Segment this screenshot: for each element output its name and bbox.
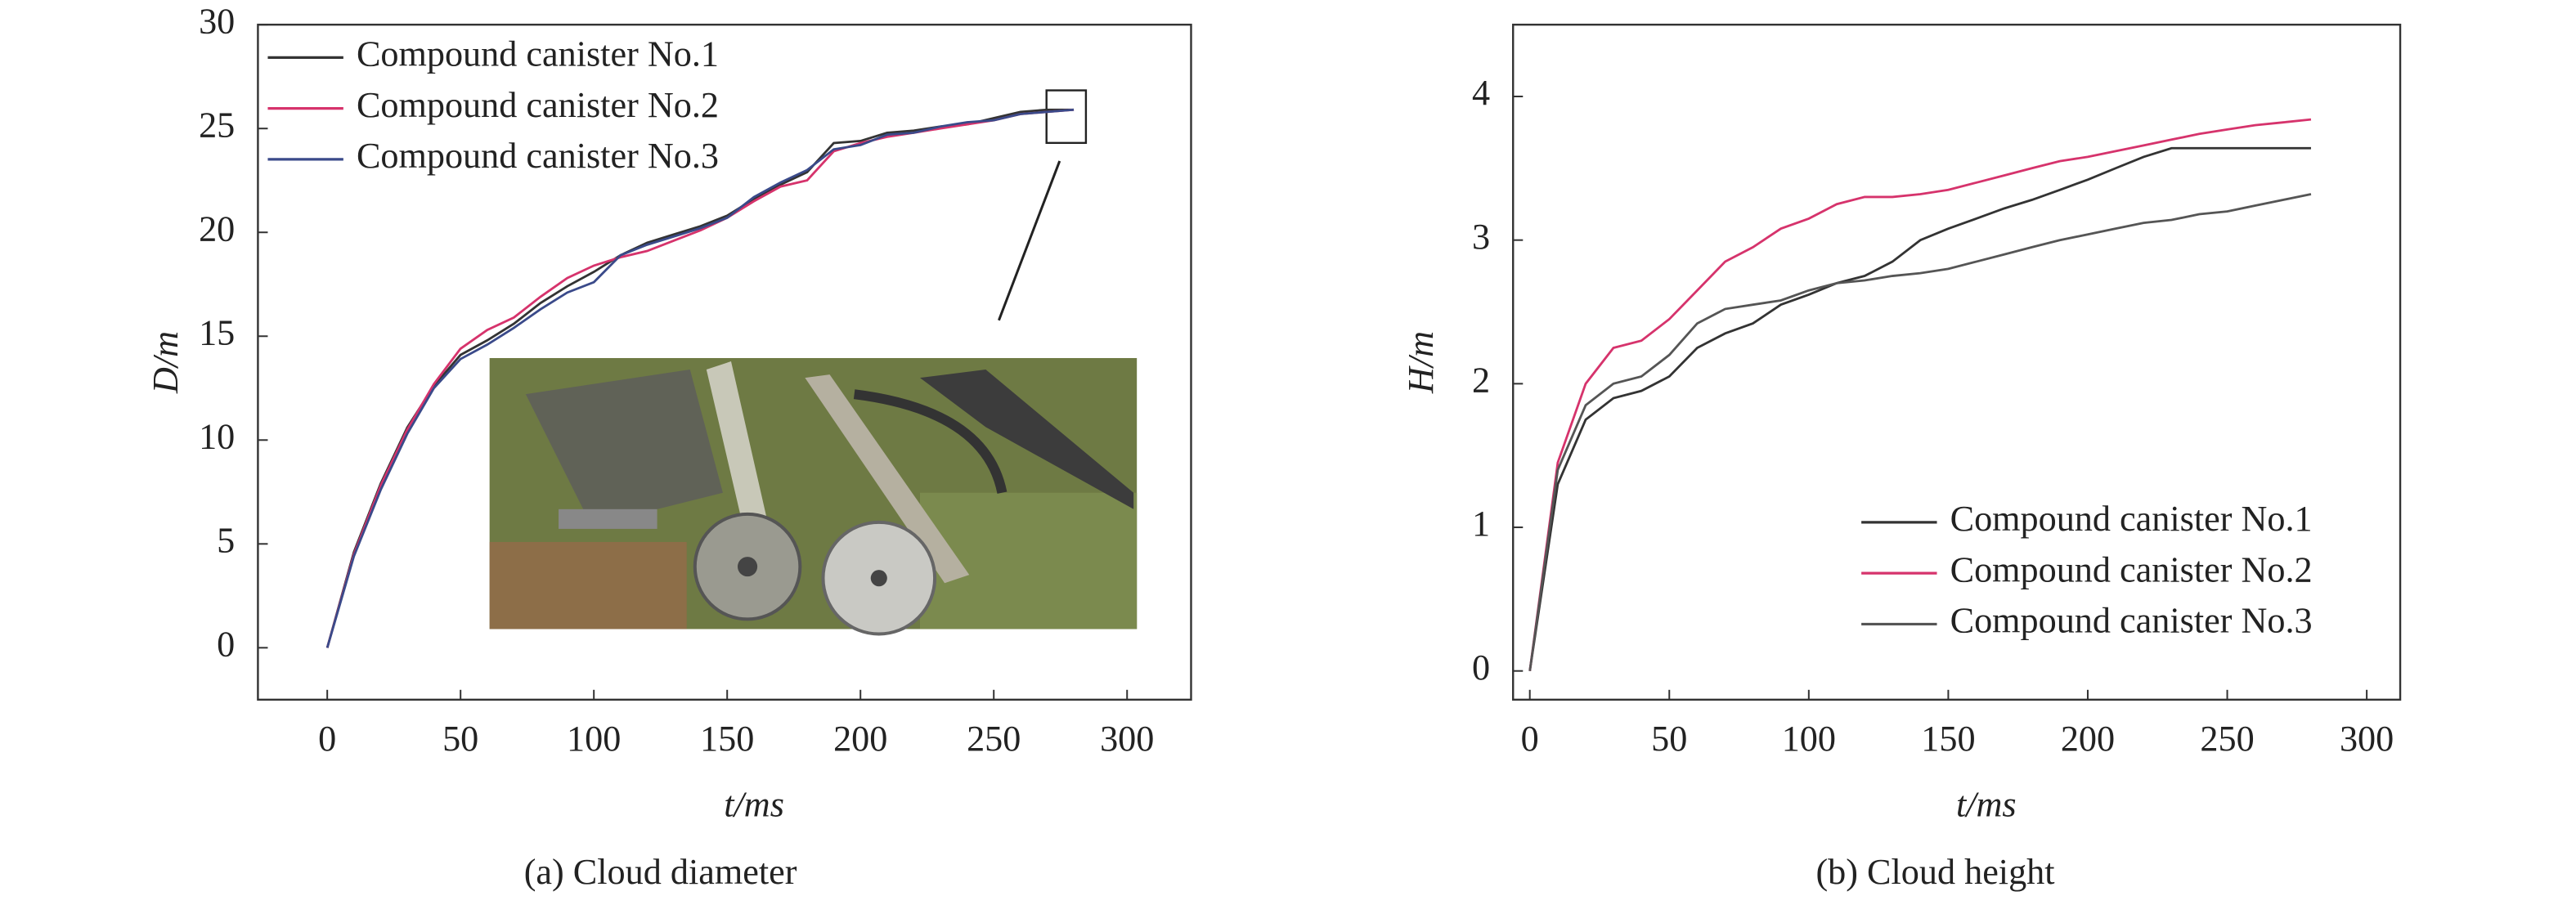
x-axis-label: t/ms xyxy=(1956,785,2017,825)
caption: (a) Cloud diameter xyxy=(524,852,797,892)
y-tick-label: 2 xyxy=(1472,361,1490,401)
caption: (b) Cloud height xyxy=(1815,852,2055,892)
x-tick-label: 250 xyxy=(2200,719,2254,759)
y-tick-label: 0 xyxy=(217,624,235,664)
x-tick-label: 0 xyxy=(1521,719,1539,759)
plot-frame xyxy=(257,23,1192,701)
x-tick-label: 100 xyxy=(567,719,621,759)
y-axis-label: D/m xyxy=(146,331,186,394)
y-tick-label: 15 xyxy=(199,312,235,352)
series-line xyxy=(325,108,1075,648)
x-tick-label: 300 xyxy=(1100,719,1154,759)
y-tick-label: 4 xyxy=(1472,73,1490,113)
series-line xyxy=(1528,146,2311,671)
x-tick-label: 200 xyxy=(2061,719,2115,759)
y-tick-label: 10 xyxy=(199,416,235,456)
series-line xyxy=(1528,118,2312,671)
inset-photo xyxy=(489,357,1138,636)
y-tick-label: 25 xyxy=(199,105,235,145)
y-tick-label: 1 xyxy=(1472,504,1490,544)
legend-label: Compound canister No.2 xyxy=(357,85,719,125)
x-axis-label: t/ms xyxy=(724,785,784,825)
x-tick-label: 300 xyxy=(2340,719,2394,759)
y-tick-label: 20 xyxy=(199,208,235,249)
zoom-box xyxy=(1045,89,1088,145)
x-tick-label: 0 xyxy=(318,719,336,759)
y-axis-label: H/m xyxy=(1401,331,1441,394)
legend-label: Compound canister No.1 xyxy=(357,34,719,74)
x-tick-label: 150 xyxy=(700,719,754,759)
legend-label: Compound canister No.3 xyxy=(357,136,719,176)
legend-label: Compound canister No.3 xyxy=(1950,601,2313,641)
series-line xyxy=(325,108,1075,648)
x-tick-label: 50 xyxy=(1651,719,1687,759)
x-tick-label: 100 xyxy=(1782,719,1836,759)
y-tick-label: 5 xyxy=(217,520,235,560)
x-tick-label: 50 xyxy=(442,719,478,759)
x-tick-label: 150 xyxy=(1921,719,1975,759)
x-tick-label: 200 xyxy=(833,719,887,759)
x-tick-label: 250 xyxy=(967,719,1021,759)
zoom-pointer xyxy=(998,160,1061,321)
plot-frame xyxy=(1512,23,2402,701)
y-tick-label: 30 xyxy=(199,1,235,41)
y-tick-label: 0 xyxy=(1472,647,1490,688)
series-line xyxy=(1528,193,2312,671)
legend-label: Compound canister No.2 xyxy=(1950,549,2313,589)
y-tick-label: 3 xyxy=(1472,217,1490,257)
legend-label: Compound canister No.1 xyxy=(1950,499,2313,539)
